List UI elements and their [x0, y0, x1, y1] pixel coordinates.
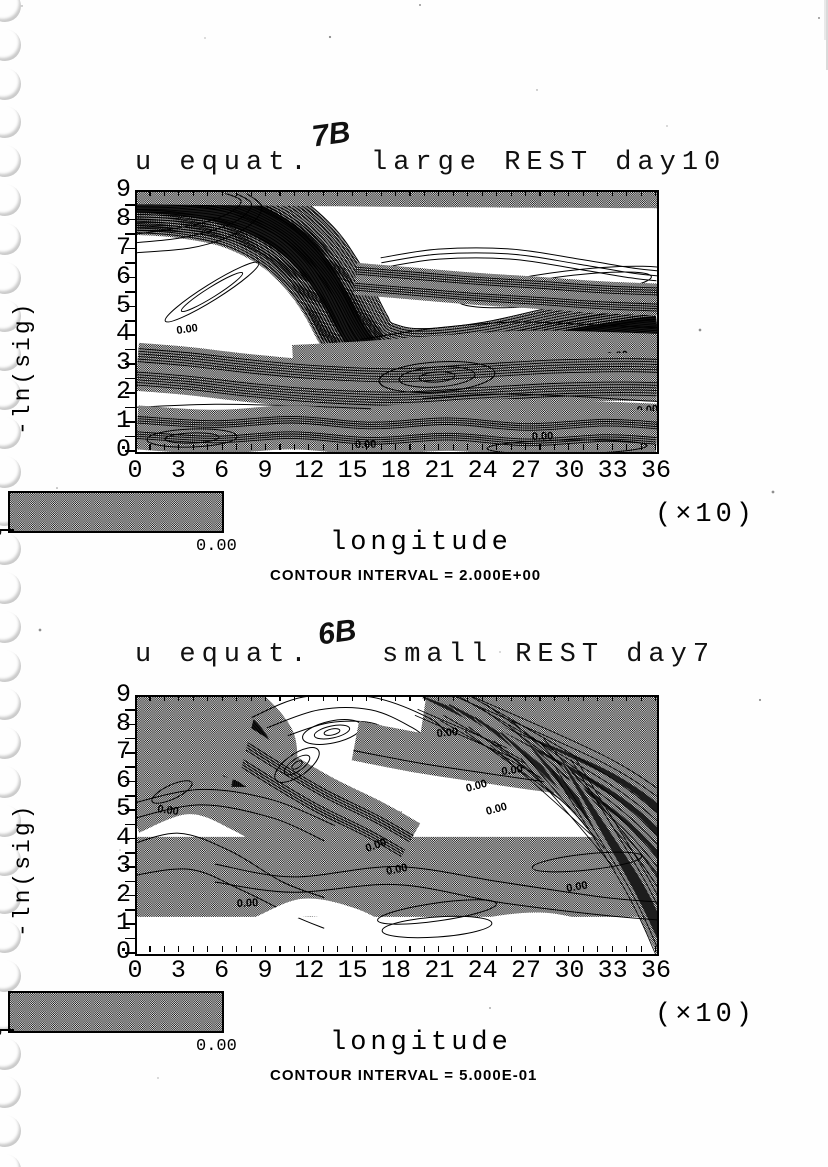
svg-text:0.00: 0.00 [237, 897, 259, 910]
svg-text:0.00: 0.00 [436, 726, 458, 740]
